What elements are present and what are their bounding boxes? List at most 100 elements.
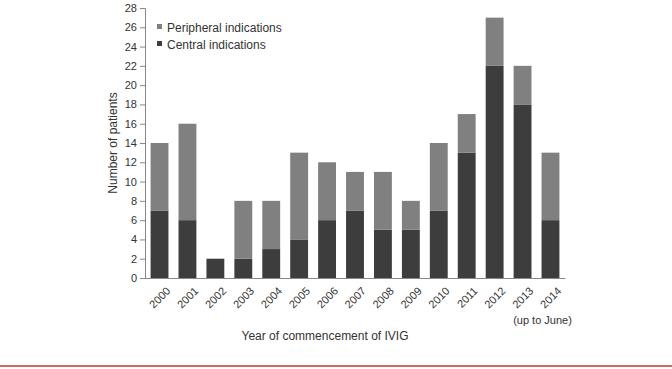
- legend: Peripheral indications Central indication…: [157, 21, 282, 52]
- bar: [430, 211, 448, 279]
- y-tick-mark: [140, 201, 145, 202]
- bar: [542, 153, 560, 221]
- legend-item: Peripheral indications: [157, 21, 282, 35]
- bar: [430, 143, 448, 211]
- bar: [402, 201, 420, 230]
- bar: [290, 239, 308, 278]
- series-bars: [151, 18, 560, 259]
- y-tick-mark: [140, 143, 145, 144]
- y-tick-label: 28: [125, 2, 137, 14]
- x-tick: 2014: [538, 285, 564, 311]
- x-tick: 2007: [342, 285, 368, 311]
- x-tick: 2011: [455, 285, 480, 310]
- y-tick-label: 14: [125, 137, 137, 149]
- bar: [179, 124, 197, 220]
- y-tick-label: 26: [125, 21, 137, 33]
- legend-swatch: [157, 41, 162, 46]
- bar: [206, 258, 224, 259]
- y-tick-mark: [140, 85, 145, 86]
- y-tick: 20: [125, 79, 145, 91]
- y-tick-mark: [140, 124, 145, 125]
- x-tick-label: 2010: [426, 285, 452, 311]
- bar: [179, 220, 197, 278]
- y-tick-label: 2: [131, 253, 137, 265]
- y-tick-label: 4: [131, 233, 137, 245]
- bar: [151, 143, 169, 211]
- x-tick: 2004: [258, 285, 284, 311]
- y-tick-label: 10: [125, 176, 137, 188]
- y-tick: 10: [125, 176, 145, 188]
- y-tick-label: 16: [125, 118, 137, 130]
- bar: [374, 230, 392, 278]
- y-tick-label: 8: [131, 195, 137, 207]
- bar: [346, 172, 364, 211]
- y-tick-mark: [140, 278, 145, 279]
- y-axis-title: Number of patients: [106, 92, 120, 193]
- bar: [542, 220, 560, 278]
- x-tick-label: 2004: [258, 285, 284, 311]
- y-tick-mark: [140, 162, 145, 163]
- bar: [262, 249, 280, 278]
- y-tick: 12: [125, 156, 145, 168]
- y-tick: 6: [131, 214, 145, 226]
- x-axis-title: Year of commencement of IVIG: [242, 329, 409, 343]
- x-tick: 2008: [370, 285, 396, 311]
- bar: [374, 172, 392, 230]
- y-tick-mark: [140, 47, 145, 48]
- y-tick: 2: [131, 253, 145, 265]
- border-rule: [0, 365, 672, 367]
- x-tick: 2006: [314, 285, 340, 311]
- bar: [318, 162, 336, 220]
- y-tick-label: 6: [131, 214, 137, 226]
- bar: [402, 230, 420, 278]
- x-tick: 2005: [286, 285, 312, 311]
- bar: [346, 211, 364, 279]
- y-tick-label: 12: [125, 156, 137, 168]
- bar: [514, 104, 532, 278]
- bar: [514, 66, 532, 105]
- y-tick-mark: [140, 220, 145, 221]
- bars: [151, 18, 560, 278]
- y-tick-mark: [140, 27, 145, 28]
- legend-swatch: [157, 24, 162, 29]
- y-tick: 28: [125, 2, 145, 14]
- y-tick: 22: [125, 60, 145, 72]
- y-tick-label: 20: [125, 79, 137, 91]
- y-tick-label: 0: [131, 272, 137, 284]
- x-tick-label: 2001: [175, 285, 201, 311]
- annotation: (up to June): [513, 314, 572, 326]
- x-tick: 2012: [482, 285, 508, 311]
- legend-label: Central indications: [167, 38, 266, 52]
- y-axis: 0246810121416182022242628: [125, 2, 146, 284]
- y-tick-label: 22: [125, 60, 137, 72]
- legend-label: Peripheral indications: [167, 21, 282, 35]
- x-tick: 2013: [510, 285, 536, 311]
- x-tick: 2001: [175, 285, 201, 311]
- bar: [318, 220, 336, 278]
- x-tick-label: 2000: [147, 285, 173, 311]
- x-tick: 2010: [426, 285, 452, 311]
- y-tick-mark: [140, 104, 145, 105]
- bar: [262, 201, 280, 249]
- y-tick: 14: [125, 137, 145, 149]
- x-tick-label: 2003: [231, 285, 257, 311]
- x-tick: 2009: [398, 285, 424, 311]
- y-tick-mark: [140, 182, 145, 183]
- chart: 0246810121416182022242628200020012002200…: [0, 0, 672, 369]
- x-axis: 2000200120022003200420052006200720082009…: [146, 279, 566, 311]
- plot: 0246810121416182022242628200020012002200…: [106, 2, 572, 343]
- legend-item: Central indications: [157, 38, 266, 52]
- bar: [458, 114, 476, 153]
- x-tick-label: 2006: [314, 285, 340, 311]
- bar: [234, 259, 252, 278]
- y-tick-label: 24: [125, 41, 137, 53]
- y-tick-mark: [140, 239, 145, 240]
- y-tick-label: 18: [125, 98, 137, 110]
- y-tick-mark: [140, 8, 145, 9]
- bar: [486, 18, 504, 66]
- y-tick: 26: [125, 21, 145, 33]
- x-tick-label: 2014: [538, 285, 564, 311]
- bar: [206, 259, 224, 278]
- y-tick: 4: [131, 233, 145, 245]
- x-axis-line: [146, 278, 566, 279]
